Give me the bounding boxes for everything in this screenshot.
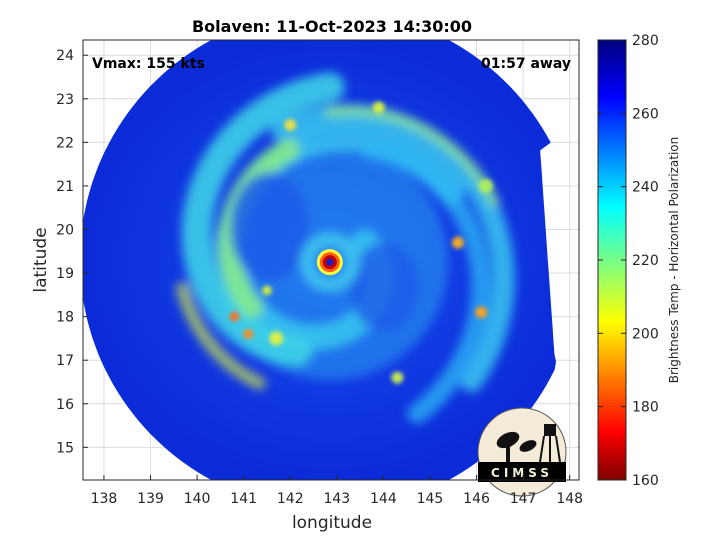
vmax-label: Vmax: 155 kts (92, 56, 205, 72)
convective-cell (229, 311, 240, 322)
convective-cell (372, 101, 385, 114)
logo-dish-mount (506, 444, 510, 462)
rainband (360, 139, 492, 424)
convective-cell (475, 306, 488, 319)
y-tick-label: 16 (56, 397, 74, 413)
moat-region (349, 242, 420, 333)
x-tick-label: 139 (137, 491, 164, 507)
convective-cells (229, 101, 493, 384)
convective-cell (284, 118, 297, 131)
x-axis-label: longitude (292, 513, 372, 533)
y-tick-label: 24 (56, 48, 74, 64)
y-axis-ticks: 15 16 17 18 19 20 21 22 23 24 (56, 48, 88, 456)
colorbar-ticks: 160 180 200 220 240 260 280 (598, 33, 659, 489)
colorbar-tick-label: 220 (632, 253, 659, 269)
y-tick-label: 15 (56, 440, 74, 456)
y-axis-label: latitude (31, 227, 51, 292)
logo-dish-small (519, 440, 537, 452)
convective-cell (243, 329, 254, 340)
convective-cell (478, 178, 493, 193)
radiance-swath (83, 40, 556, 480)
y-tick-label: 22 (56, 135, 74, 151)
x-tick-label: 147 (510, 491, 537, 507)
x-tick-label: 141 (230, 491, 257, 507)
y-tick-label: 18 (56, 310, 74, 326)
y-tick-label: 21 (56, 179, 74, 195)
x-tick-label: 142 (277, 491, 304, 507)
colorbar: 160 180 200 220 240 260 280 Brightness Temp - … (597, 33, 681, 489)
y-tick-label: 23 (56, 92, 74, 108)
moat-region (229, 172, 310, 283)
convective-cell (451, 236, 464, 249)
x-tick-label: 138 (91, 491, 118, 507)
title-text: Bolaven: 11-Oct-2023 14:30:00 (192, 17, 472, 36)
eye-center (326, 258, 334, 266)
convective-cell (391, 371, 404, 384)
x-tick-label: 146 (463, 491, 490, 507)
x-tick-label: 148 (556, 491, 583, 507)
colorbar-label: Brightness Temp - Horizontal Polarizatio… (667, 137, 681, 384)
away-label: 01:57 away (481, 56, 571, 72)
rainband (324, 105, 500, 208)
x-tick-label: 143 (323, 491, 350, 507)
cimss-logo: CIMSS (477, 407, 567, 497)
logo-text: CIMSS (491, 466, 553, 480)
logo-tower-tank (544, 424, 556, 436)
colorbar-tick-label: 280 (632, 33, 659, 49)
x-axis-ticks: 138 139 140 141 142 143 144 145 146 147 148 (91, 475, 583, 507)
y-tick-label: 17 (56, 353, 74, 369)
rainband (176, 282, 266, 390)
colorbar-tick-label: 160 (632, 473, 659, 489)
colorbar-tick-label: 200 (632, 326, 659, 342)
y-tick-label: 19 (56, 266, 74, 282)
x-tick-label: 145 (417, 491, 444, 507)
colorbar-tick-label: 180 (632, 400, 659, 416)
logo-tower-legs (539, 435, 561, 463)
y-tick-label: 20 (56, 223, 74, 239)
chart-title: Bolaven: 11-Oct-2023 14:30:00 (192, 17, 472, 36)
plot-frame (82, 39, 580, 481)
logo-badge (477, 407, 567, 497)
plot-area: CIMSS 138 139 140 141 142 143 144 145 146 147 148 … (56, 39, 583, 507)
colorbar-tick-label: 260 (632, 106, 659, 122)
logo-dish (496, 431, 520, 449)
colorbar-tick-label: 240 (632, 180, 659, 196)
x-tick-label: 140 (184, 491, 211, 507)
convective-cell (261, 285, 272, 296)
x-tick-label: 144 (370, 491, 397, 507)
convective-cell (269, 331, 284, 346)
eyewall (316, 249, 343, 276)
logo-banner (478, 462, 566, 482)
